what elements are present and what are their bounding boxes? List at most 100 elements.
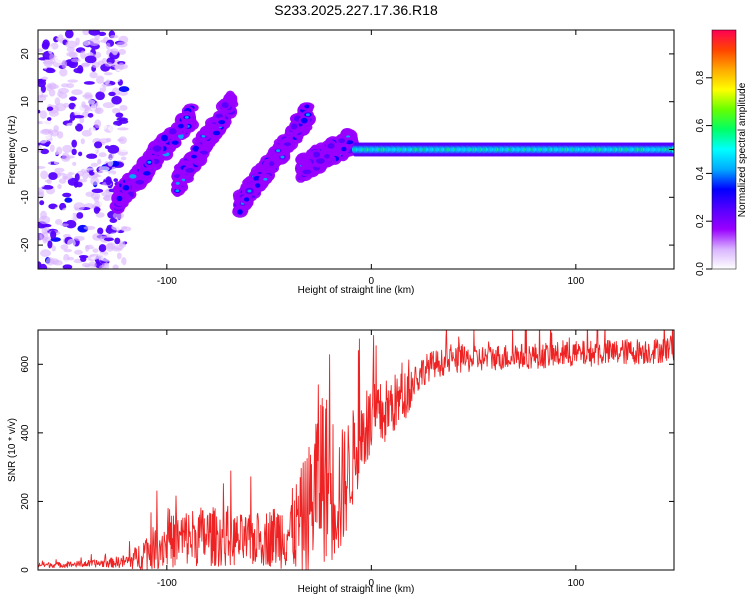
spectrogram-cell bbox=[221, 102, 229, 109]
spectrogram-cell bbox=[82, 40, 91, 46]
y-tick-label: 0 bbox=[20, 567, 31, 573]
spectrogram-cell bbox=[105, 176, 112, 186]
spectrogram-cell bbox=[147, 160, 152, 164]
spectrogram-cell bbox=[73, 202, 85, 211]
spectrogram-cell bbox=[305, 113, 310, 117]
spectrogram-cell bbox=[93, 205, 100, 214]
spectrogram-cell bbox=[101, 191, 113, 197]
spectrogram-cell bbox=[107, 124, 120, 133]
spectrogram-cell bbox=[116, 127, 129, 131]
spectrogram-cell bbox=[82, 171, 89, 180]
spectrogram-cell bbox=[103, 72, 113, 76]
spectrogram-cell bbox=[39, 110, 48, 119]
spectrogram-cell bbox=[48, 82, 57, 90]
spectrogram-cell bbox=[46, 117, 52, 121]
y-tick-label: -10 bbox=[20, 190, 31, 205]
spectrogram-cell bbox=[62, 192, 72, 198]
spectrogram-cell bbox=[103, 237, 115, 242]
spectrogram-cell bbox=[45, 257, 55, 266]
spectrogram-cell bbox=[86, 153, 98, 159]
spectrogram-cell bbox=[90, 176, 99, 186]
spectrogram-cell bbox=[61, 154, 71, 162]
spectrogram-cell bbox=[83, 81, 95, 85]
spectrogram-cell bbox=[116, 195, 123, 202]
spectrogram-cell bbox=[95, 212, 105, 218]
y-tick-label: 20 bbox=[20, 48, 31, 60]
spectrogram-cell bbox=[62, 173, 73, 180]
snr-x-ticks: -100 0 100 bbox=[157, 330, 585, 589]
spectrogram-cell bbox=[58, 178, 67, 184]
spectrogram-cell bbox=[218, 120, 226, 125]
spectrogram-cell bbox=[63, 165, 76, 170]
spectrogram-cell bbox=[71, 148, 77, 156]
spectrogram-cell bbox=[90, 126, 96, 134]
spectrogram-cell bbox=[47, 45, 53, 54]
spectrogram-cell bbox=[38, 233, 43, 242]
spectrogram-cell bbox=[152, 145, 162, 152]
spectrogram-cell bbox=[51, 245, 56, 252]
spectrogram-cell bbox=[67, 256, 75, 261]
spectrogram-cell bbox=[304, 104, 310, 109]
spectrogram-cell bbox=[104, 62, 113, 67]
spectrogram-cell bbox=[192, 145, 200, 152]
spectrogram-cell bbox=[115, 112, 124, 118]
spectrogram-cell bbox=[60, 244, 69, 251]
spectrogram-cell bbox=[84, 55, 97, 64]
spectrogram-cell bbox=[108, 152, 115, 159]
spectrogram-cell bbox=[102, 102, 115, 109]
spectrogram-cell bbox=[92, 248, 99, 253]
spectrogram-cell bbox=[87, 112, 94, 118]
colorbar-tick-label: 0.4 bbox=[695, 166, 706, 180]
spectrogram-y-ticks: -20 -10 0 10 20 bbox=[20, 48, 674, 252]
spectrogram-cell bbox=[92, 174, 102, 178]
spectrogram-cell bbox=[38, 109, 41, 114]
spectrogram-cell bbox=[62, 264, 73, 269]
spectrogram-cell bbox=[38, 48, 44, 53]
spectrogram-cell bbox=[57, 172, 66, 176]
spectrogram-cell bbox=[98, 152, 107, 158]
spectrogram-cell bbox=[118, 136, 127, 144]
spectrogram-cell bbox=[82, 30, 90, 36]
spectrogram-cell bbox=[67, 238, 76, 248]
spectrogram-cell bbox=[97, 252, 105, 261]
spectrogram-cell bbox=[95, 91, 105, 101]
spectrogram-cell bbox=[102, 49, 107, 55]
spectrogram-cell bbox=[97, 60, 104, 66]
snr-series-line bbox=[38, 330, 674, 570]
spectrogram-cell bbox=[62, 144, 73, 153]
spectrogram-cell bbox=[243, 197, 250, 202]
snr-panel: -100 0 100 0 200 400 600 Height of straight l… bbox=[7, 329, 675, 595]
spectrogram-cell bbox=[113, 178, 119, 183]
spectrogram-cell bbox=[77, 178, 88, 183]
spectrogram-cell bbox=[95, 75, 105, 84]
spectrogram-cell bbox=[98, 244, 107, 253]
spectrogram-cell bbox=[81, 62, 90, 68]
colorbar-tick-label: 0.0 bbox=[695, 262, 706, 276]
spectrogram-cell bbox=[88, 30, 101, 36]
spectrogram-cell bbox=[76, 212, 84, 219]
spectrogram-cell bbox=[171, 140, 179, 145]
spectrogram-cell bbox=[300, 117, 308, 124]
spectrogram-cell bbox=[160, 134, 169, 142]
spectrogram-cell bbox=[104, 145, 110, 150]
colorbar-tick-label: 0.8 bbox=[695, 70, 706, 84]
spectrogram-cell bbox=[120, 129, 131, 138]
spectrogram-cells bbox=[38, 30, 674, 269]
spectrogram-cell bbox=[41, 185, 54, 190]
spectrogram-cell bbox=[247, 189, 252, 193]
spectrogram-cell bbox=[42, 39, 50, 49]
spectrogram-cell bbox=[67, 79, 79, 83]
spectrogram-cell bbox=[97, 158, 102, 165]
spectrogram-cell bbox=[57, 34, 64, 42]
spectrogram-cell bbox=[89, 71, 98, 79]
spectrogram-cell bbox=[105, 42, 111, 50]
spectrogram-cell bbox=[66, 82, 75, 89]
spectrogram-cell bbox=[39, 94, 49, 98]
spectrogram-cell bbox=[276, 149, 281, 153]
spectrogram-cell bbox=[65, 219, 77, 229]
spectrogram-cell bbox=[103, 195, 111, 201]
spectrogram-cell bbox=[118, 86, 130, 93]
spectrogram-cell bbox=[109, 34, 119, 39]
spectrogram-cell bbox=[175, 181, 180, 185]
spectrogram-cell bbox=[92, 233, 103, 241]
